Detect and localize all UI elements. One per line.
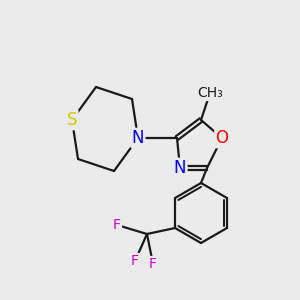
Text: S: S bbox=[67, 111, 77, 129]
Text: F: F bbox=[113, 218, 121, 232]
Text: N: N bbox=[132, 129, 144, 147]
Text: N: N bbox=[174, 159, 186, 177]
Text: F: F bbox=[131, 254, 139, 268]
Text: O: O bbox=[215, 129, 229, 147]
Text: F: F bbox=[149, 257, 157, 271]
Text: CH₃: CH₃ bbox=[197, 86, 223, 100]
